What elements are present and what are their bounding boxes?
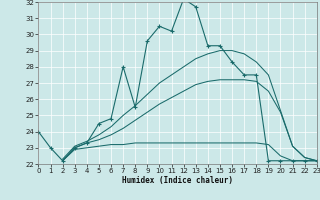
X-axis label: Humidex (Indice chaleur): Humidex (Indice chaleur)	[122, 176, 233, 185]
